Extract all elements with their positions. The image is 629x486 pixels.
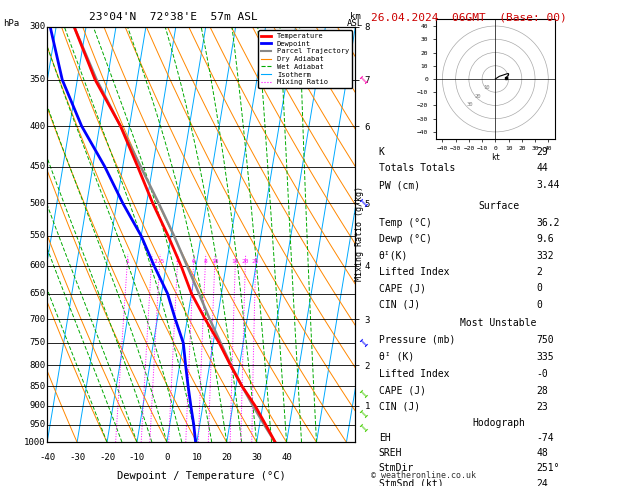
Text: 332: 332 (537, 251, 554, 260)
Text: 23: 23 (537, 402, 548, 412)
Text: 10: 10 (191, 452, 202, 462)
Text: CAPE (J): CAPE (J) (379, 386, 426, 396)
Text: 28: 28 (537, 386, 548, 396)
Text: CIN (J): CIN (J) (379, 299, 420, 310)
Text: 800: 800 (30, 361, 46, 370)
Text: EH: EH (379, 433, 391, 443)
Text: 950: 950 (30, 420, 46, 429)
Text: I: I (359, 389, 370, 400)
Text: K: K (379, 147, 384, 157)
Text: I: I (359, 74, 370, 86)
Text: 700: 700 (30, 314, 46, 324)
Text: 48: 48 (537, 448, 548, 458)
Text: θᴵ(K): θᴵ(K) (379, 251, 408, 260)
Text: 10: 10 (211, 259, 218, 264)
Text: Hodograph: Hodograph (472, 418, 525, 428)
Text: 400: 400 (30, 122, 46, 131)
Text: I: I (359, 422, 370, 434)
Text: Temp (°C): Temp (°C) (379, 218, 431, 228)
Text: Most Unstable: Most Unstable (460, 318, 537, 328)
Text: 36.2: 36.2 (537, 218, 560, 228)
Text: 25: 25 (252, 259, 259, 264)
Text: Surface: Surface (478, 201, 519, 211)
Text: 20: 20 (475, 94, 481, 99)
Text: 300: 300 (30, 22, 46, 31)
Text: 0: 0 (537, 299, 543, 310)
Text: PW (cm): PW (cm) (379, 180, 420, 190)
Text: 2.5: 2.5 (154, 259, 165, 264)
Text: I: I (359, 337, 370, 348)
Text: 550: 550 (30, 231, 46, 241)
Text: 30: 30 (466, 102, 473, 107)
Text: I: I (359, 408, 370, 419)
Text: 900: 900 (30, 401, 46, 410)
Text: -40: -40 (39, 452, 55, 462)
Text: 26.04.2024  06GMT  (Base: 00): 26.04.2024 06GMT (Base: 00) (371, 12, 567, 22)
Text: CAPE (J): CAPE (J) (379, 283, 426, 293)
Text: 1: 1 (125, 259, 129, 264)
Text: 20: 20 (242, 259, 249, 264)
Text: 500: 500 (30, 199, 46, 208)
Text: 23°04'N  72°38'E  57m ASL: 23°04'N 72°38'E 57m ASL (89, 12, 257, 22)
Text: 750: 750 (30, 338, 46, 347)
Text: 3.44: 3.44 (537, 180, 560, 190)
Text: SREH: SREH (379, 448, 403, 458)
Text: CIN (J): CIN (J) (379, 402, 420, 412)
Text: 251°: 251° (537, 463, 560, 473)
Text: 9.6: 9.6 (537, 234, 554, 244)
Text: 29: 29 (537, 147, 548, 157)
Text: 8: 8 (203, 259, 207, 264)
Text: Pressure (mb): Pressure (mb) (379, 335, 455, 345)
Text: 750: 750 (537, 335, 554, 345)
Text: StmSpd (kt): StmSpd (kt) (379, 479, 443, 486)
Text: -0: -0 (537, 369, 548, 379)
Text: Dewpoint / Temperature (°C): Dewpoint / Temperature (°C) (117, 471, 286, 481)
Text: 10: 10 (484, 85, 490, 90)
Text: 350: 350 (30, 75, 46, 85)
Text: 16: 16 (231, 259, 239, 264)
Text: -74: -74 (537, 433, 554, 443)
Text: 600: 600 (30, 261, 46, 270)
Text: -10: -10 (129, 452, 145, 462)
Text: StmDir: StmDir (379, 463, 414, 473)
Text: 650: 650 (30, 289, 46, 298)
Text: hPa: hPa (3, 19, 19, 29)
Text: 24: 24 (537, 479, 548, 486)
Text: 40: 40 (281, 452, 292, 462)
X-axis label: kt: kt (491, 153, 500, 161)
Text: 1000: 1000 (24, 438, 46, 447)
Text: Mixing Ratio (g/kg): Mixing Ratio (g/kg) (355, 186, 364, 281)
Text: km: km (350, 12, 361, 21)
Text: 30: 30 (251, 452, 262, 462)
Text: I: I (359, 197, 370, 208)
Text: 850: 850 (30, 382, 46, 391)
Text: 20: 20 (221, 452, 232, 462)
Text: 6: 6 (192, 259, 196, 264)
Text: 2: 2 (150, 259, 153, 264)
Text: 450: 450 (30, 162, 46, 171)
Text: Lifted Index: Lifted Index (379, 369, 449, 379)
Legend: Temperature, Dewpoint, Parcel Trajectory, Dry Adiabat, Wet Adiabat, Isotherm, Mi: Temperature, Dewpoint, Parcel Trajectory… (258, 30, 352, 88)
Text: Totals Totals: Totals Totals (379, 163, 455, 173)
Text: 335: 335 (537, 352, 554, 362)
Text: 2: 2 (537, 267, 543, 277)
Text: -20: -20 (99, 452, 115, 462)
Text: 0: 0 (537, 283, 543, 293)
Text: -30: -30 (69, 452, 85, 462)
Text: 0: 0 (164, 452, 170, 462)
Text: © weatheronline.co.uk: © weatheronline.co.uk (371, 471, 476, 480)
Text: 4: 4 (175, 259, 179, 264)
Text: θᴵ (K): θᴵ (K) (379, 352, 414, 362)
Text: Dewp (°C): Dewp (°C) (379, 234, 431, 244)
Text: 44: 44 (537, 163, 548, 173)
Text: Lifted Index: Lifted Index (379, 267, 449, 277)
Text: ASL: ASL (347, 19, 364, 29)
